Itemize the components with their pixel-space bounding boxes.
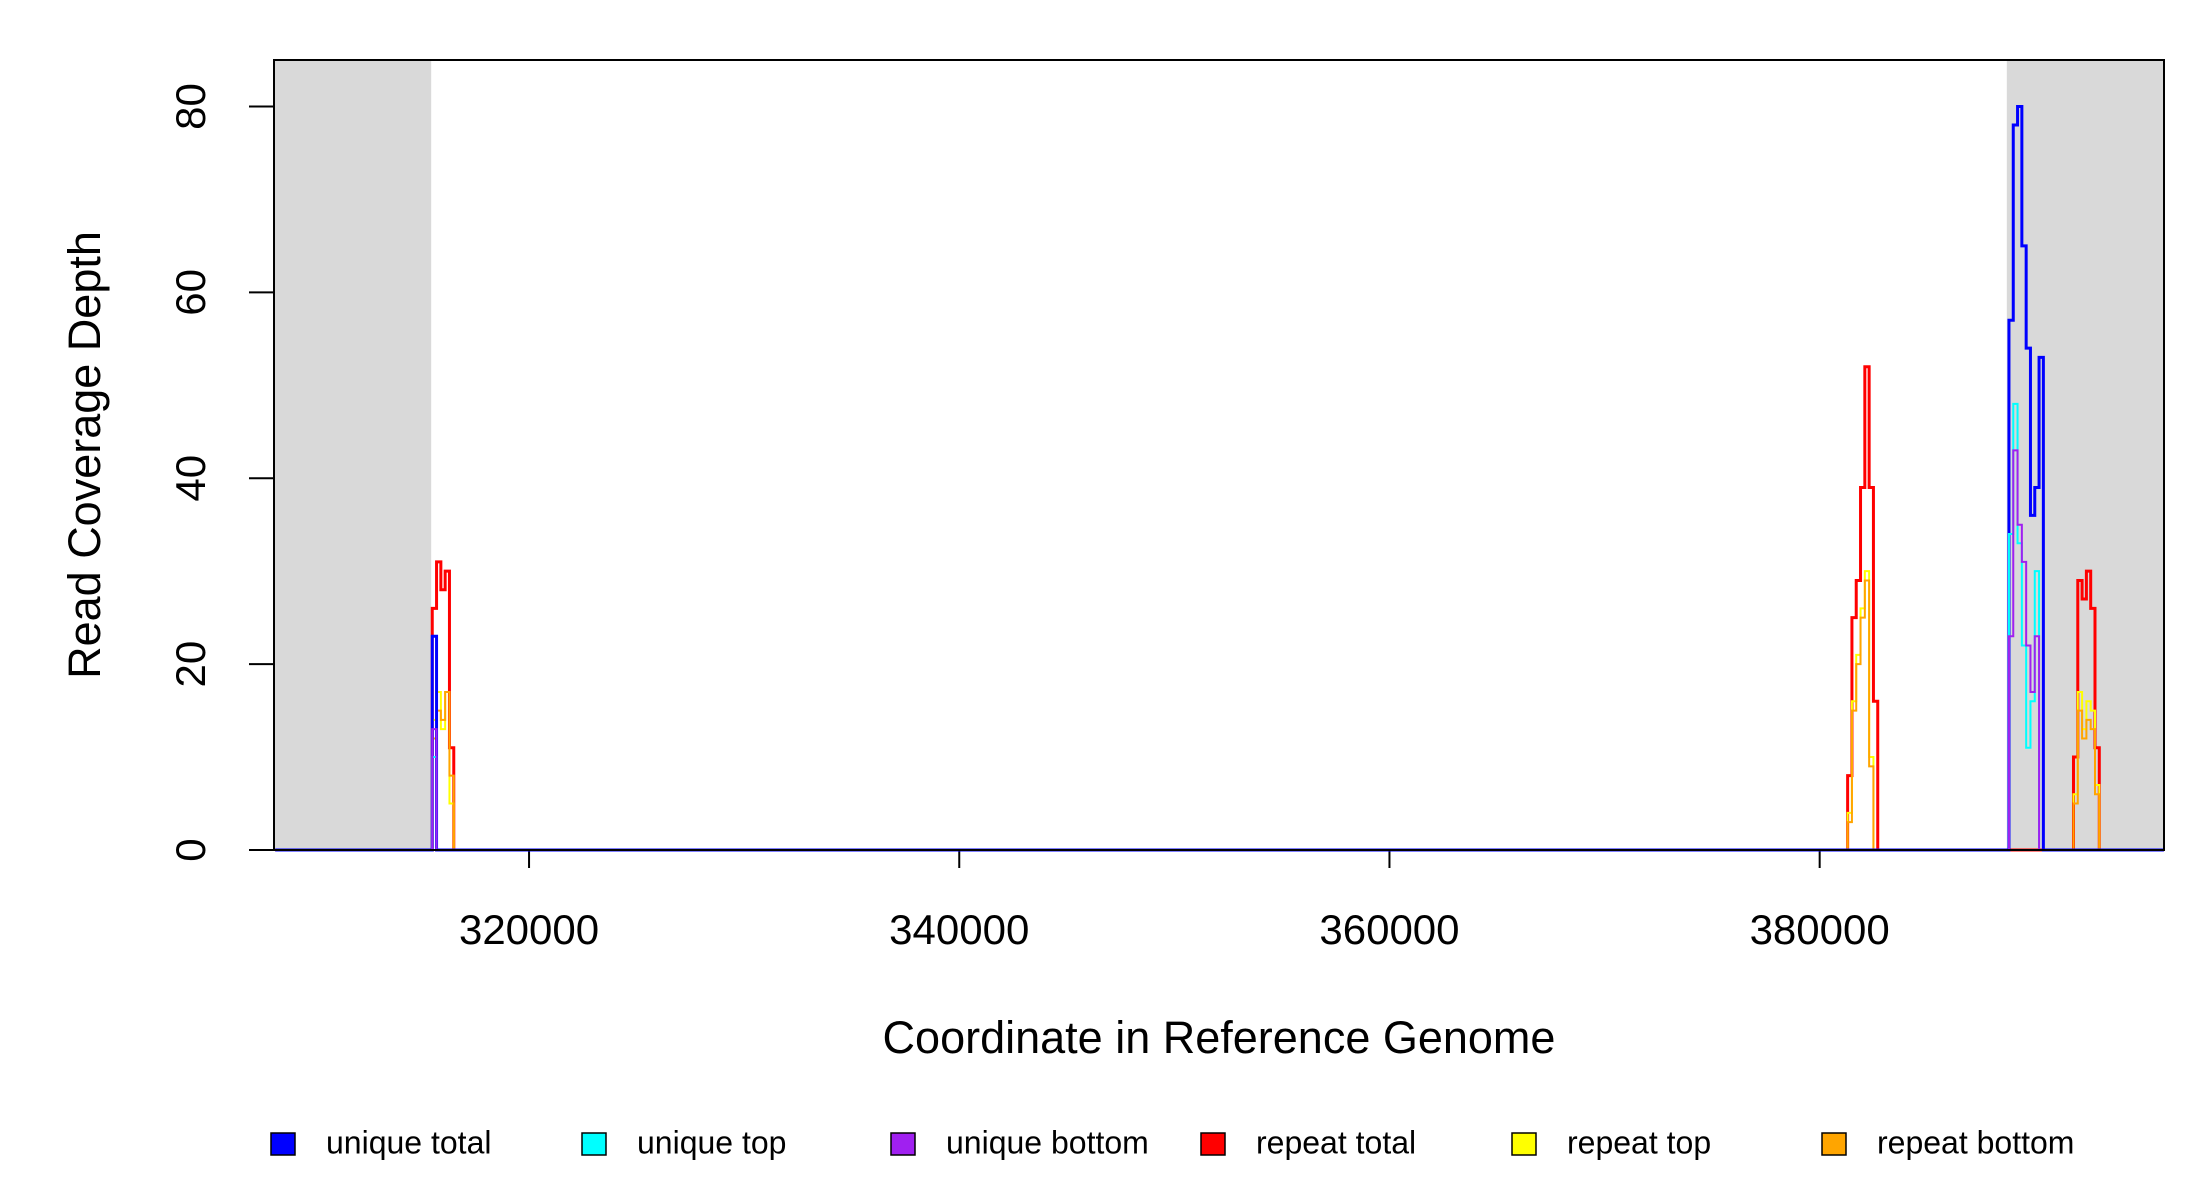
legend-swatch: [581, 1132, 607, 1156]
x-tick-label: 340000: [889, 906, 1029, 953]
legend-swatch: [1821, 1132, 1847, 1156]
y-tick-label: 20: [167, 641, 214, 688]
legend-swatch: [1200, 1132, 1226, 1156]
series-line: [275, 104, 2164, 852]
series-line: [275, 402, 2164, 851]
plot-frame: [273, 59, 2165, 851]
legend-label: repeat total: [1256, 1124, 1416, 1160]
series-line: [275, 365, 2164, 852]
legend-swatch: [270, 1132, 296, 1156]
legend-swatch: [890, 1132, 916, 1156]
legend-swatch: [1511, 1132, 1537, 1156]
legend-label: unique top: [637, 1124, 786, 1160]
legend-label: unique bottom: [946, 1124, 1149, 1160]
y-tick-label: 0: [167, 838, 214, 861]
y-tick-label: 40: [167, 455, 214, 502]
x-tick-label: 380000: [1750, 906, 1890, 953]
shaded-region: [274, 60, 432, 850]
series-line: [275, 570, 2164, 851]
x-axis-title: Coordinate in Reference Genome: [883, 1012, 1556, 1063]
y-tick-label: 80: [167, 83, 214, 130]
legend-label: repeat bottom: [1877, 1124, 2074, 1160]
x-tick-label: 360000: [1319, 906, 1459, 953]
x-tick-label: 320000: [459, 906, 599, 953]
legend-label: unique total: [326, 1124, 491, 1160]
series-line: [275, 579, 2164, 851]
legend-label: repeat top: [1567, 1124, 1711, 1160]
series-line: [275, 449, 2164, 851]
y-axis-title: Read Coverage Depth: [59, 231, 110, 679]
y-tick-label: 60: [167, 269, 214, 316]
